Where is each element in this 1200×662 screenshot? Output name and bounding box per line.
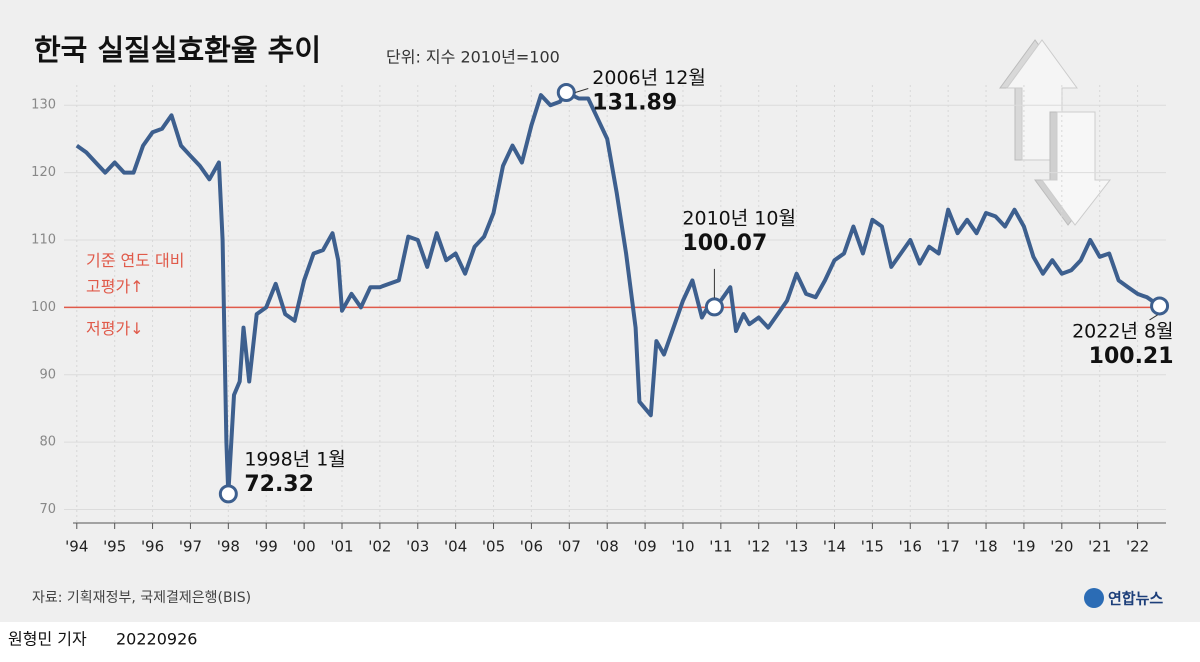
reference-label: 저평가↓ [86, 319, 144, 338]
annotation-date: 2010년 10월 [682, 207, 796, 229]
source: 자료: 기획재정부, 국제결제은행(BIS) [32, 590, 251, 606]
x-tick-label: '96 [141, 538, 164, 556]
date: 20220926 [116, 630, 197, 649]
logo-icon [1084, 588, 1104, 608]
x-tick-label: '98 [217, 538, 240, 556]
y-tick-label: 70 [39, 502, 56, 517]
logo: 연합뉴스 [1108, 590, 1163, 608]
x-tick-label: '16 [899, 538, 922, 556]
arrows-icon [999, 39, 1112, 226]
highlight-point [556, 82, 576, 102]
x-tick-label: '19 [1012, 538, 1035, 556]
annotation-value: 100.07 [682, 231, 767, 256]
reference-label: 기준 연도 대비 [86, 251, 185, 270]
x-tick-label: '21 [1088, 538, 1111, 556]
highlight-point [1150, 296, 1170, 316]
highlight-point [704, 297, 724, 317]
x-tick-label: '11 [709, 538, 732, 556]
x-tick-label: '17 [937, 538, 960, 556]
highlight-point [218, 484, 238, 504]
annotation-value: 100.21 [1089, 344, 1174, 369]
y-tick-label: 100 [31, 300, 56, 315]
x-tick-label: '04 [444, 538, 467, 556]
line [75, 90, 1161, 496]
annotation-value: 72.32 [244, 472, 314, 497]
x-tick-label: '07 [558, 538, 581, 556]
y-tick-label: 120 [31, 165, 56, 180]
annotation-date: 2022년 8월 [1072, 320, 1173, 342]
x-tick-label: '13 [785, 538, 808, 556]
x-tick-label: '97 [179, 538, 202, 556]
chart-title: 한국 실질실효환율 추이 [34, 33, 321, 67]
x-tick-label: '15 [861, 538, 884, 556]
x-tick-label: '08 [596, 538, 619, 556]
y-tick-label: 80 [39, 435, 56, 450]
background [0, 0, 1200, 622]
x-tick-label: '06 [520, 538, 543, 556]
y-tick-label: 90 [39, 367, 56, 382]
leader [575, 88, 589, 93]
x-tick-label: '12 [747, 538, 770, 556]
x-tick-label: '00 [292, 538, 315, 556]
x-tick-label: '01 [330, 538, 353, 556]
x-tick-label: '94 [65, 538, 88, 556]
byline: 원형민 기자 [8, 630, 87, 649]
x-tick-label: '02 [368, 538, 391, 556]
x-tick-label: '18 [974, 538, 997, 556]
annotation-date: 2006년 12월 [592, 67, 706, 89]
x-tick-label: '99 [255, 538, 278, 556]
x-tick-label: '22 [1126, 538, 1149, 556]
y-tick-label: 110 [31, 232, 56, 247]
x-tick-label: '14 [823, 538, 846, 556]
y-tick-label: 130 [31, 98, 56, 113]
subtitle: 단위: 지수 2010년=100 [386, 48, 560, 67]
x-tick-label: '95 [103, 538, 126, 556]
leader [1149, 314, 1158, 321]
reference-label: 고평가↑ [86, 277, 144, 296]
x-tick-label: '10 [671, 538, 694, 556]
x-tick-label: '09 [633, 538, 656, 556]
annotation-date: 1998년 1월 [244, 448, 345, 470]
x-tick-label: '20 [1050, 538, 1073, 556]
x-tick-label: '03 [406, 538, 429, 556]
annotation-value: 131.89 [592, 90, 677, 115]
x-tick-label: '05 [482, 538, 505, 556]
